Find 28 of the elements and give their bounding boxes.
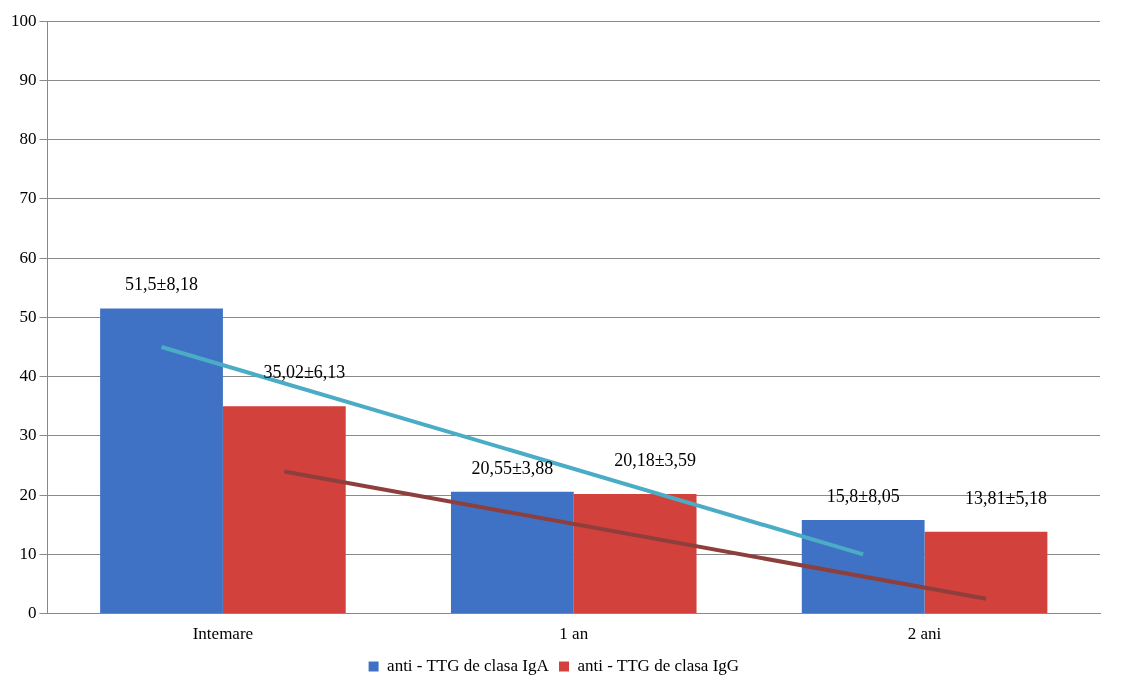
- bar: [100, 308, 223, 614]
- bar: [450, 491, 574, 614]
- legend-label: anti - TTG de clasa IgG: [577, 655, 740, 675]
- y-tick-label: 60: [19, 247, 37, 267]
- legend-label: anti - TTG de clasa IgA: [387, 655, 550, 675]
- y-tick-label: 10: [19, 543, 37, 563]
- data-label: 51,5±8,18: [125, 274, 198, 295]
- x-tick-label: 1 an: [559, 624, 589, 644]
- bar: [924, 531, 1048, 614]
- y-tick-label: 40: [19, 366, 37, 386]
- bar: [573, 494, 697, 614]
- data-label: 13,81±5,18: [965, 487, 1047, 508]
- y-tick-label: 30: [19, 425, 37, 445]
- data-label: 35,02±6,13: [263, 361, 346, 382]
- y-tick-label: 100: [11, 10, 37, 30]
- y-tick-label: 70: [19, 188, 37, 208]
- bar: [222, 406, 346, 614]
- y-tick-label: 90: [19, 69, 37, 89]
- data-label: 20,18±3,59: [614, 449, 697, 470]
- y-tick-label: 80: [19, 129, 37, 149]
- data-label: 15,8±8,05: [826, 485, 900, 506]
- data-label: 20,55±3,88: [471, 457, 554, 478]
- y-tick-label: 0: [28, 603, 37, 623]
- y-tick-label: 50: [19, 306, 37, 326]
- x-tick-label: Intemare: [192, 624, 254, 644]
- bar: [801, 520, 925, 614]
- x-tick-label: 2 ani: [907, 624, 942, 644]
- y-tick-label: 20: [19, 484, 37, 504]
